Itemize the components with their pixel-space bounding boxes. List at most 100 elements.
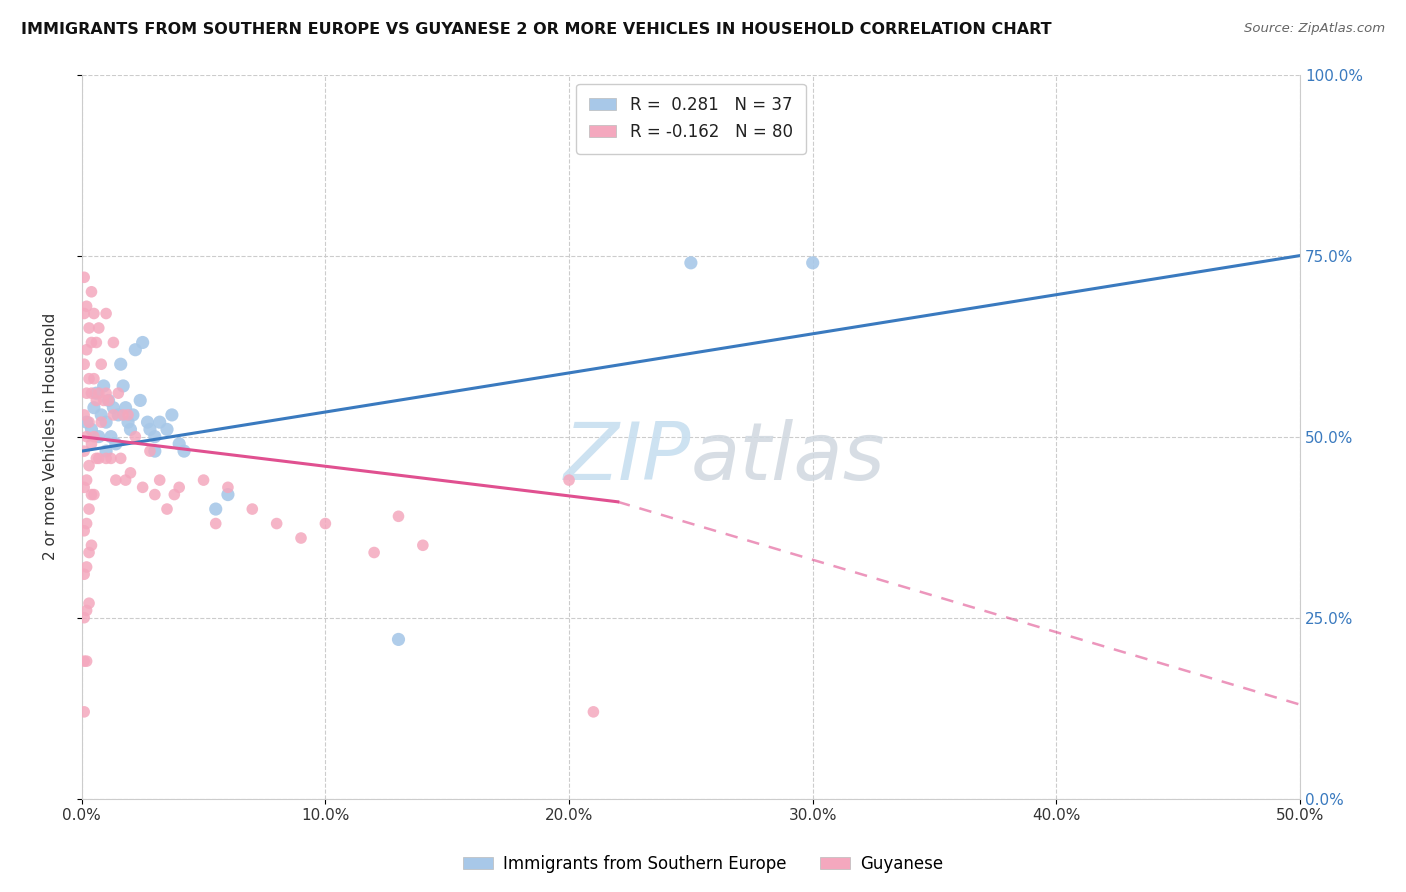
Point	[120, 422, 142, 436]
Point	[103, 401, 125, 415]
Point	[124, 343, 146, 357]
Point	[76, 343, 98, 357]
Point	[80, 422, 103, 436]
Point	[156, 422, 179, 436]
Point	[204, 502, 226, 516]
Point	[290, 531, 312, 545]
Point	[87, 386, 110, 401]
Point	[266, 516, 288, 531]
Point	[679, 256, 702, 270]
Point	[139, 444, 162, 458]
Point	[77, 458, 100, 473]
Point	[87, 451, 110, 466]
Point	[149, 415, 172, 429]
Point	[94, 444, 117, 458]
Point	[143, 487, 166, 501]
Point	[76, 654, 98, 668]
Point	[167, 480, 190, 494]
Point	[77, 545, 100, 559]
Point	[120, 466, 142, 480]
Point	[173, 444, 195, 458]
Text: IMMIGRANTS FROM SOUTHERN EUROPE VS GUYANESE 2 OR MORE VEHICLES IN HOUSEHOLD CORR: IMMIGRANTS FROM SOUTHERN EUROPE VS GUYAN…	[21, 22, 1052, 37]
Point	[114, 473, 136, 487]
Text: atlas: atlas	[690, 419, 886, 498]
Point	[83, 306, 105, 320]
Point	[97, 393, 120, 408]
Text: ZIP: ZIP	[564, 419, 690, 498]
Point	[73, 524, 96, 538]
Point	[117, 415, 139, 429]
Point	[117, 408, 139, 422]
Point	[204, 516, 226, 531]
Point	[94, 415, 117, 429]
Legend: R =  0.281   N = 37, R = -0.162   N = 80: R = 0.281 N = 37, R = -0.162 N = 80	[576, 84, 806, 153]
Point	[100, 451, 122, 466]
Point	[131, 480, 153, 494]
Point	[100, 430, 122, 444]
Point	[94, 451, 117, 466]
Point	[129, 393, 152, 408]
Point	[387, 632, 409, 647]
Point	[80, 335, 103, 350]
Point	[122, 408, 145, 422]
Point	[90, 415, 112, 429]
Point	[77, 372, 100, 386]
Point	[94, 386, 117, 401]
Point	[107, 408, 129, 422]
Point	[93, 379, 115, 393]
Point	[77, 502, 100, 516]
Point	[83, 372, 105, 386]
Point	[143, 444, 166, 458]
Point	[73, 705, 96, 719]
Point	[80, 437, 103, 451]
Point	[77, 321, 100, 335]
Point	[80, 538, 103, 552]
Point	[86, 386, 108, 401]
Point	[73, 444, 96, 458]
Point	[76, 430, 98, 444]
Point	[143, 430, 166, 444]
Point	[76, 415, 98, 429]
Point	[103, 408, 125, 422]
Point	[314, 516, 336, 531]
Point	[193, 473, 215, 487]
Point	[86, 335, 108, 350]
Y-axis label: 2 or more Vehicles in Household: 2 or more Vehicles in Household	[44, 313, 58, 560]
Point	[112, 408, 135, 422]
Point	[83, 487, 105, 501]
Point	[83, 401, 105, 415]
Legend: Immigrants from Southern Europe, Guyanese: Immigrants from Southern Europe, Guyanes…	[457, 848, 949, 880]
Point	[217, 480, 239, 494]
Point	[76, 386, 98, 401]
Point	[104, 473, 127, 487]
Point	[110, 451, 132, 466]
Point	[76, 473, 98, 487]
Point	[167, 437, 190, 451]
Point	[87, 321, 110, 335]
Point	[131, 335, 153, 350]
Point	[558, 473, 581, 487]
Point	[156, 502, 179, 516]
Point	[363, 545, 385, 559]
Point	[76, 603, 98, 617]
Point	[73, 357, 96, 371]
Point	[107, 386, 129, 401]
Point	[76, 560, 98, 574]
Point	[240, 502, 263, 516]
Point	[217, 487, 239, 501]
Point	[124, 430, 146, 444]
Point	[112, 379, 135, 393]
Point	[582, 705, 605, 719]
Point	[87, 430, 110, 444]
Point	[93, 393, 115, 408]
Point	[73, 480, 96, 494]
Point	[73, 567, 96, 582]
Point	[73, 270, 96, 285]
Point	[73, 408, 96, 422]
Point	[104, 437, 127, 451]
Point	[160, 408, 183, 422]
Point	[114, 401, 136, 415]
Point	[94, 306, 117, 320]
Point	[77, 415, 100, 429]
Point	[73, 306, 96, 320]
